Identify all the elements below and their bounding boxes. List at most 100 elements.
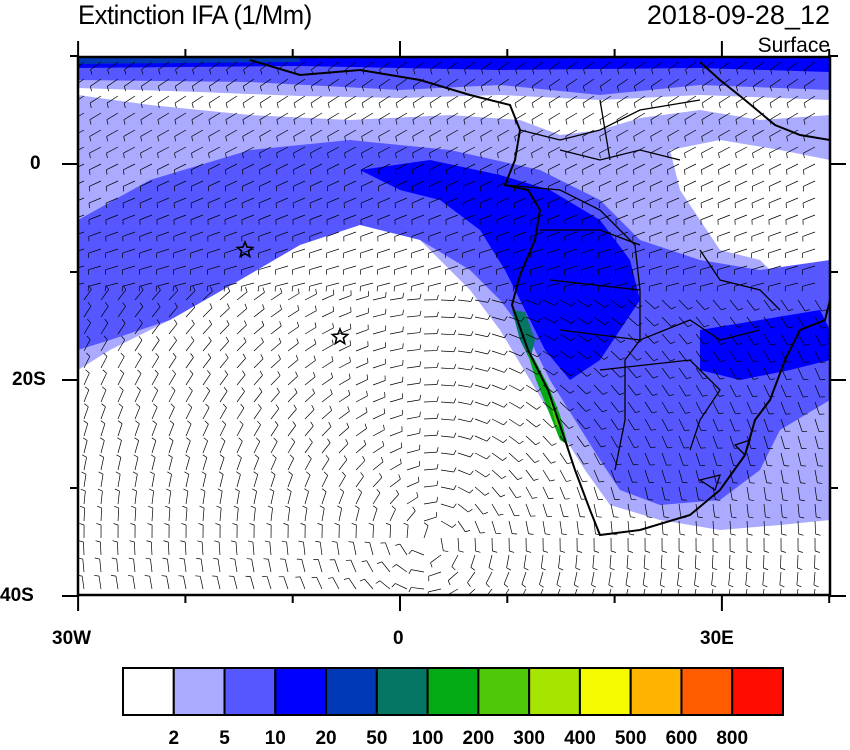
wind-barb — [139, 163, 153, 175]
wind-barb — [563, 282, 578, 292]
wind-barb — [666, 265, 680, 275]
wind-barb — [650, 78, 663, 92]
wind-barb — [140, 78, 153, 92]
wind-barb — [695, 537, 701, 553]
wind-barb — [593, 299, 609, 308]
wind-barb — [423, 512, 437, 522]
wind-barb — [515, 61, 527, 75]
wind-barb — [661, 299, 676, 310]
wind-barb — [326, 231, 340, 242]
wind-barb — [380, 542, 391, 556]
wind-barb — [530, 248, 544, 259]
wind-barb — [780, 503, 788, 519]
wind-barb — [144, 575, 153, 590]
colorbar-label: 100 — [411, 728, 444, 749]
wind-barb — [411, 163, 425, 175]
wind-barb — [317, 523, 323, 539]
wind-barb — [542, 299, 559, 306]
wind-barb — [276, 78, 289, 92]
wind-barb — [593, 452, 606, 465]
wind-barb — [200, 488, 206, 505]
wind-barb — [644, 384, 658, 396]
wind-barb — [694, 554, 701, 571]
wind-barb — [559, 384, 575, 394]
wind-barb — [644, 299, 660, 309]
wind-barb — [236, 454, 242, 471]
wind-barb — [321, 454, 330, 471]
wind-barb — [565, 112, 578, 125]
wind-barb — [769, 146, 782, 159]
wind-barb — [632, 265, 646, 275]
wind-barb — [259, 95, 272, 108]
wind-barb — [785, 163, 799, 175]
wind-barb — [615, 265, 629, 275]
wind-barb — [185, 353, 194, 369]
wind-barb — [202, 403, 210, 420]
wind-barb — [334, 523, 340, 539]
wind-barb — [496, 197, 510, 209]
wind-barb — [232, 523, 238, 539]
wind-barb — [497, 78, 510, 92]
wind-barb — [190, 214, 204, 225]
y-tick-label: 20S — [12, 369, 46, 390]
wind-barb — [394, 180, 408, 192]
wind-barb — [394, 214, 408, 225]
wind-barb — [97, 488, 103, 505]
wind-barb — [576, 350, 592, 360]
wind-barb — [296, 558, 306, 573]
wind-barb — [377, 163, 391, 175]
wind-barb — [270, 337, 282, 352]
wind-barb — [287, 371, 298, 386]
wind-barb — [513, 248, 527, 259]
wind-barb — [729, 299, 743, 311]
wind-barb — [343, 197, 357, 209]
wind-barb — [695, 299, 710, 310]
wind-barb — [457, 296, 474, 302]
wind-barb — [746, 299, 760, 311]
wind-barb — [100, 369, 107, 386]
y-tick-label: 40S — [0, 585, 34, 606]
wind-barb — [440, 346, 457, 353]
wind-barb — [185, 403, 193, 420]
wind-barb — [559, 401, 575, 412]
wind-barb — [378, 129, 391, 142]
wind-barb — [219, 387, 228, 403]
wind-barb — [253, 454, 260, 471]
wind-barb — [88, 163, 102, 175]
wind-barb — [283, 523, 289, 539]
wind-barb — [134, 403, 141, 420]
wind-barb — [717, 180, 731, 192]
wind-barb — [542, 520, 551, 535]
wind-barb — [474, 384, 491, 389]
colorbar-label: 5 — [219, 728, 230, 749]
wind-barb — [355, 439, 367, 454]
wind-barb — [253, 420, 261, 437]
wind-barb — [258, 231, 272, 242]
wind-barb — [174, 146, 187, 159]
wind-barb — [355, 407, 368, 420]
wind-barb — [457, 365, 474, 371]
wind-barb — [173, 163, 187, 175]
wind-barb — [711, 588, 714, 595]
wind-barb — [260, 61, 272, 75]
wind-barb — [100, 386, 107, 403]
wind-barb — [253, 354, 264, 369]
wind-barb — [491, 316, 508, 321]
wind-barb — [212, 575, 221, 590]
wind-barb — [214, 540, 221, 556]
colorbar-label: 200 — [462, 728, 495, 749]
wind-barb — [610, 469, 621, 483]
wind-barb — [270, 287, 283, 301]
wind-barb — [372, 488, 381, 505]
wind-barb — [610, 384, 625, 396]
wind-barb — [106, 112, 119, 125]
wind-barb — [559, 367, 575, 377]
wind-barb — [406, 411, 421, 420]
wind-barb — [105, 163, 119, 175]
colorbar-label: 300 — [513, 728, 545, 749]
wind-barb — [156, 214, 170, 225]
wind-barb — [695, 333, 709, 345]
wind-barb — [508, 401, 525, 409]
wind-barb — [100, 318, 109, 335]
wind-barb — [457, 503, 473, 513]
